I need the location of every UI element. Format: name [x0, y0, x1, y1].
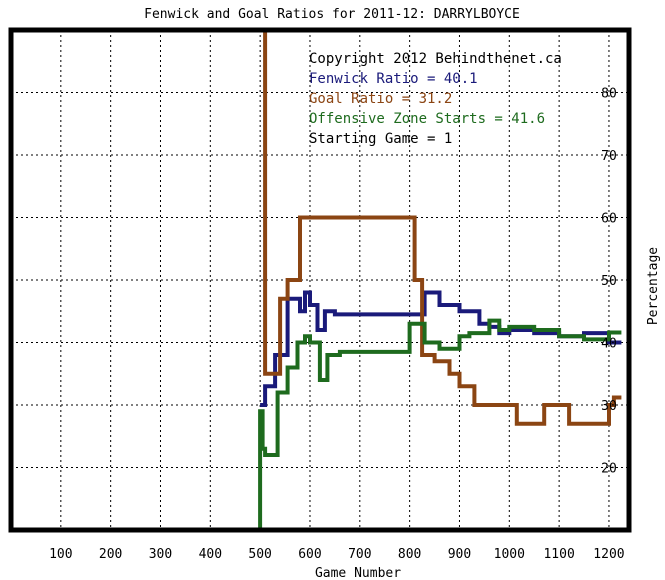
x-tick-label: 900 — [448, 547, 471, 562]
x-tick-label: 1000 — [494, 547, 525, 562]
y-tick-label: 20 — [601, 462, 617, 477]
x-tick-label: 700 — [348, 547, 371, 562]
x-tick-label: 1100 — [543, 547, 574, 562]
x-tick-label: 400 — [199, 547, 222, 562]
series-line — [258, 318, 622, 530]
y-tick-label: 60 — [601, 212, 617, 227]
y-tick-label: 40 — [601, 337, 617, 352]
x-tick-label: 300 — [149, 547, 172, 562]
x-tick-label: 1200 — [593, 547, 624, 562]
x-tick-label: 200 — [99, 547, 122, 562]
legend-entry: Starting Game = 1 — [309, 131, 452, 147]
legend-entry: Offensive Zone Starts = 41.6 — [309, 111, 545, 127]
grid-layer — [11, 30, 629, 530]
y-axis-label: Percentage — [646, 247, 661, 325]
x-axis-label: Game Number — [315, 566, 401, 580]
series-layer — [258, 28, 622, 530]
legend-entry: Fenwick Ratio = 40.1 — [309, 71, 478, 87]
y-tick-label: 30 — [601, 399, 617, 414]
y-tick-label: 50 — [601, 274, 617, 289]
plot-frame — [8, 27, 632, 533]
annotation-layer: Copyright 2012 Behindthenet.ca Fenwick Ra… — [309, 51, 562, 147]
series-line — [260, 28, 622, 426]
y-tick-label: 70 — [601, 149, 617, 164]
legend-entry: Copyright 2012 Behindthenet.ca — [309, 51, 562, 67]
chart-title: Fenwick and Goal Ratios for 2011-12: DAR… — [144, 7, 520, 22]
tick-layer: 100 200 300 400 500 600 700 800 900 1000 1100 1200 2… — [49, 87, 625, 563]
series-line — [260, 290, 622, 407]
x-tick-label: 600 — [298, 547, 321, 562]
x-tick-label: 500 — [248, 547, 271, 562]
y-tick-label: 80 — [601, 87, 617, 102]
legend-entry: Goal Ratio = 31.2 — [309, 91, 452, 107]
x-tick-label: 800 — [398, 547, 421, 562]
x-tick-label: 100 — [49, 547, 72, 562]
